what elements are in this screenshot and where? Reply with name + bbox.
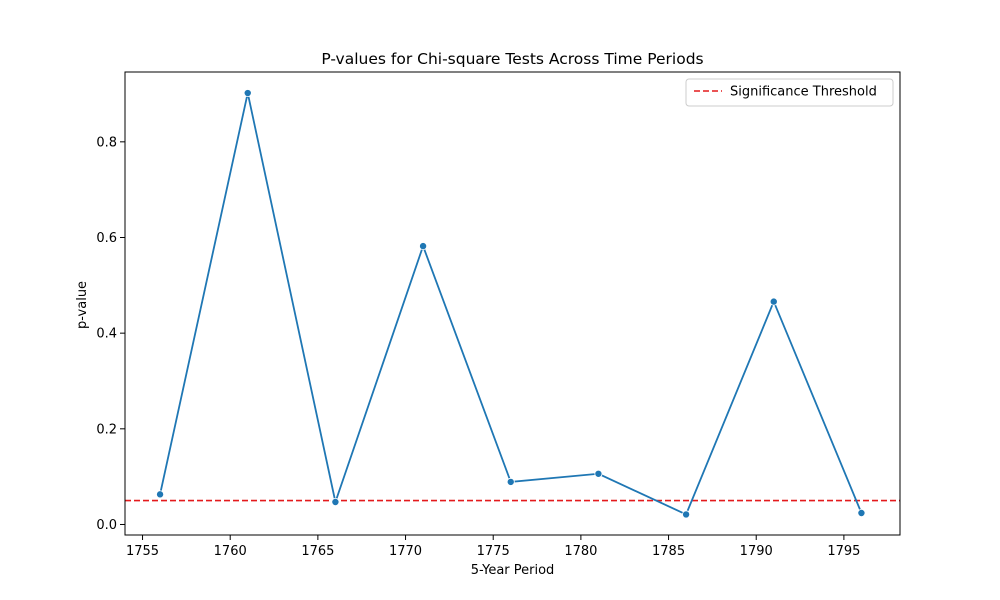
data-point xyxy=(419,242,428,251)
data-point xyxy=(857,508,866,517)
x-tick-label: 1755 xyxy=(126,544,159,559)
y-tick-label: 0.2 xyxy=(96,422,117,437)
legend-label-threshold: Significance Threshold xyxy=(730,85,877,100)
series-line xyxy=(159,92,863,516)
y-tick-label: 0.8 xyxy=(96,135,117,150)
data-point xyxy=(682,510,691,519)
data-point xyxy=(331,497,340,506)
legend-box xyxy=(685,78,894,107)
x-axis-label: 5-Year Period xyxy=(471,563,555,578)
x-tick-label: 1780 xyxy=(564,544,597,559)
legend: Significance Threshold xyxy=(685,78,894,107)
y-tick-label: 0.6 xyxy=(96,231,117,246)
data-point xyxy=(594,469,603,478)
y-tick-label: 0.0 xyxy=(96,518,117,533)
x-tick-label: 1765 xyxy=(301,544,334,559)
data-point xyxy=(769,297,778,306)
x-tick-label: 1795 xyxy=(827,544,860,559)
x-tick-label: 1770 xyxy=(389,544,422,559)
data-point xyxy=(156,490,165,499)
plot-frame xyxy=(124,71,901,536)
chart-title: P-values for Chi-square Tests Across Tim… xyxy=(321,50,703,68)
y-axis-ticks: 0.0 0.2 0.4 0.6 0.8 xyxy=(96,135,125,533)
x-tick-label: 1760 xyxy=(214,544,247,559)
x-axis-ticks: 1755 1760 1765 1770 1775 1780 1785 1790 1795 xyxy=(126,535,860,559)
data-point xyxy=(243,89,252,98)
y-axis-label: p-value xyxy=(75,281,90,329)
data-point xyxy=(506,477,515,486)
series-layer xyxy=(156,89,866,519)
x-tick-label: 1775 xyxy=(477,544,510,559)
x-tick-label: 1790 xyxy=(740,544,773,559)
x-tick-label: 1785 xyxy=(652,544,685,559)
y-tick-label: 0.4 xyxy=(96,327,117,342)
